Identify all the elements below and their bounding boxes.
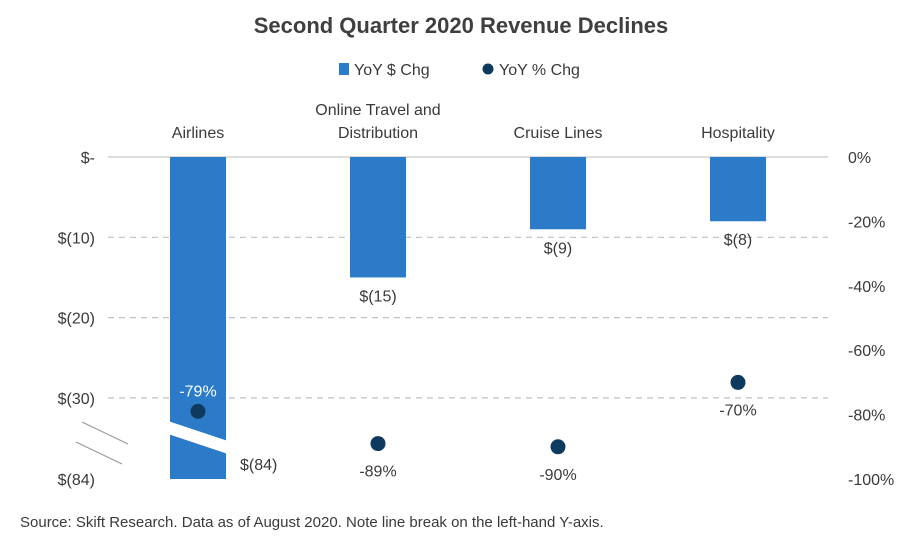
bar-data-label: $(84) [240, 457, 277, 474]
bar-data-label: $(8) [724, 232, 752, 249]
right-tick-label: -20% [848, 214, 885, 231]
dot-series [190, 374, 746, 455]
right-tick-label: -80% [848, 408, 885, 425]
bar [710, 157, 766, 222]
bar-series [168, 157, 766, 479]
gridlines [108, 156, 828, 399]
left-tick-label: $(84) [58, 472, 95, 489]
right-tick-label: 0% [848, 150, 871, 167]
category-label: Hospitality [701, 125, 775, 142]
bar-data-label: $(9) [544, 240, 572, 257]
legend-swatch-bar [339, 63, 349, 75]
dot [730, 374, 746, 390]
left-tick-label: $(20) [58, 311, 95, 328]
bar-data-label: $(15) [359, 288, 396, 305]
chart-title: Second Quarter 2020 Revenue Declines [254, 13, 669, 38]
dot [370, 436, 386, 452]
bar-break [168, 421, 228, 454]
right-axis: 0% -20% -40% -60% -80% -100% [848, 150, 894, 489]
left-tick-label: $- [81, 150, 95, 167]
bar [350, 157, 406, 278]
dot-data-label: -70% [719, 402, 756, 419]
bar [530, 157, 586, 230]
category-label: Cruise Lines [514, 125, 603, 142]
dot [550, 439, 566, 455]
legend-swatch-dot [482, 63, 494, 75]
category-labels: Airlines Online Travel and Distribution Cru… [172, 102, 775, 142]
right-tick-label: -40% [848, 279, 885, 296]
category-label: Online Travel and [315, 102, 440, 119]
left-tick-label: $(30) [58, 391, 95, 408]
dot [190, 403, 206, 419]
legend-label-dot: YoY % Chg [499, 62, 580, 79]
dot-data-labels: -79% -89% -90% -70% [179, 383, 756, 483]
axis-break-line-upper [81, 421, 129, 445]
axis-break-line-lower [75, 441, 123, 465]
source-note: Source: Skift Research. Data as of Augus… [20, 514, 604, 531]
legend: YoY $ Chg YoY % Chg [339, 62, 580, 79]
legend-label-bar: YoY $ Chg [354, 62, 430, 79]
category-label: Distribution [338, 125, 418, 142]
dot-data-label: -79% [179, 383, 216, 400]
left-tick-label: $(10) [58, 230, 95, 247]
right-tick-label: -60% [848, 343, 885, 360]
category-label: Airlines [172, 125, 224, 142]
left-axis: $- $(10) $(20) $(30) $(84) [58, 150, 95, 489]
bar-data-labels: $(84) $(15) $(9) $(8) [240, 232, 752, 474]
dot-data-label: -89% [359, 464, 396, 481]
right-tick-label: -100% [848, 472, 894, 489]
dot-data-label: -90% [539, 467, 576, 484]
axis-break-marker [75, 421, 129, 465]
